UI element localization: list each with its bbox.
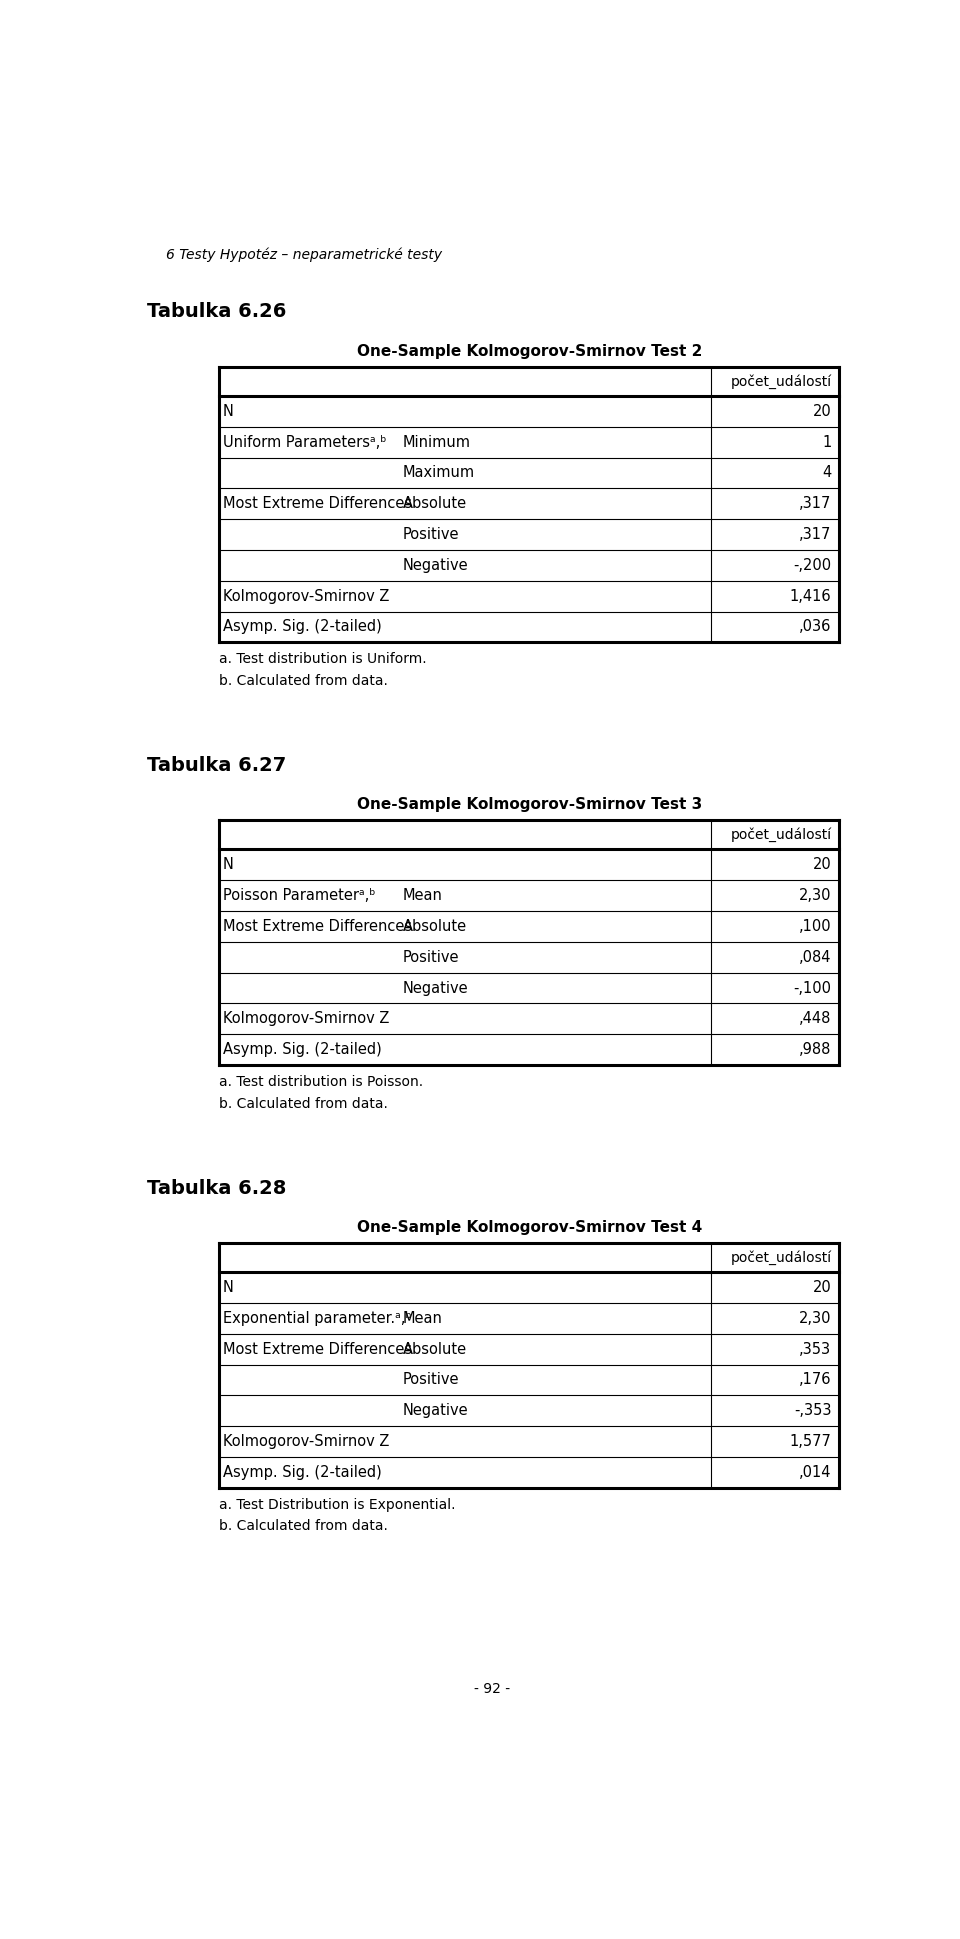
Text: -,100: -,100 bbox=[794, 981, 831, 995]
Text: 20: 20 bbox=[813, 403, 831, 419]
Text: Most Extreme Differences: Most Extreme Differences bbox=[223, 1342, 412, 1357]
Text: ,317: ,317 bbox=[799, 496, 831, 512]
Text: Negative: Negative bbox=[403, 1404, 468, 1417]
Text: ,176: ,176 bbox=[799, 1373, 831, 1388]
Text: Most Extreme Differences: Most Extreme Differences bbox=[223, 919, 412, 935]
Text: Kolmogorov-Smirnov Z: Kolmogorov-Smirnov Z bbox=[223, 589, 390, 603]
Text: Positive: Positive bbox=[403, 1373, 460, 1388]
Text: N: N bbox=[223, 857, 234, 873]
Text: Minimum: Minimum bbox=[403, 434, 470, 450]
Text: 4: 4 bbox=[822, 465, 831, 481]
Text: One-Sample Kolmogorov-Smirnov Test 3: One-Sample Kolmogorov-Smirnov Test 3 bbox=[356, 797, 702, 812]
Text: b. Calculated from data.: b. Calculated from data. bbox=[219, 1097, 388, 1111]
Text: 1,577: 1,577 bbox=[789, 1435, 831, 1448]
Text: Kolmogorov-Smirnov Z: Kolmogorov-Smirnov Z bbox=[223, 1012, 390, 1026]
Text: - 92 -: - 92 - bbox=[474, 1681, 510, 1697]
Text: 2,30: 2,30 bbox=[799, 1311, 831, 1326]
Text: One-Sample Kolmogorov-Smirnov Test 2: One-Sample Kolmogorov-Smirnov Test 2 bbox=[356, 343, 702, 359]
Text: Asymp. Sig. (2-tailed): Asymp. Sig. (2-tailed) bbox=[223, 1041, 382, 1057]
Text: Asymp. Sig. (2-tailed): Asymp. Sig. (2-tailed) bbox=[223, 619, 382, 634]
Text: Tabulka 6.28: Tabulka 6.28 bbox=[147, 1179, 286, 1198]
Text: Absolute: Absolute bbox=[403, 496, 467, 512]
Text: Absolute: Absolute bbox=[403, 919, 467, 935]
Text: Poisson Parameterᵃ,ᵇ: Poisson Parameterᵃ,ᵇ bbox=[223, 888, 375, 904]
Text: počet_událostí: počet_událostí bbox=[731, 828, 831, 842]
Text: 6 Testy Hypotéz – neparametrické testy: 6 Testy Hypotéz – neparametrické testy bbox=[166, 248, 443, 262]
Text: -,200: -,200 bbox=[793, 558, 831, 572]
Text: N: N bbox=[223, 1280, 234, 1295]
Text: Negative: Negative bbox=[403, 558, 468, 572]
Text: Positive: Positive bbox=[403, 527, 460, 543]
Text: Absolute: Absolute bbox=[403, 1342, 467, 1357]
Text: Mean: Mean bbox=[403, 1311, 443, 1326]
Text: Kolmogorov-Smirnov Z: Kolmogorov-Smirnov Z bbox=[223, 1435, 390, 1448]
Text: a. Test distribution is Poisson.: a. Test distribution is Poisson. bbox=[219, 1074, 423, 1090]
Text: počet_událostí: počet_událostí bbox=[731, 1251, 831, 1264]
Text: Maximum: Maximum bbox=[403, 465, 475, 481]
Text: Mean: Mean bbox=[403, 888, 443, 904]
Text: 1: 1 bbox=[822, 434, 831, 450]
Text: 20: 20 bbox=[813, 857, 831, 873]
Text: ,036: ,036 bbox=[799, 619, 831, 634]
Text: Uniform Parametersᵃ,ᵇ: Uniform Parametersᵃ,ᵇ bbox=[223, 434, 387, 450]
Text: Asymp. Sig. (2-tailed): Asymp. Sig. (2-tailed) bbox=[223, 1464, 382, 1479]
Text: Tabulka 6.26: Tabulka 6.26 bbox=[147, 302, 286, 322]
Text: a. Test distribution is Uniform.: a. Test distribution is Uniform. bbox=[219, 652, 427, 667]
Text: a. Test Distribution is Exponential.: a. Test Distribution is Exponential. bbox=[219, 1497, 456, 1512]
Text: b. Calculated from data.: b. Calculated from data. bbox=[219, 675, 388, 688]
Text: ,014: ,014 bbox=[799, 1464, 831, 1479]
Text: Positive: Positive bbox=[403, 950, 460, 966]
Text: One-Sample Kolmogorov-Smirnov Test 4: One-Sample Kolmogorov-Smirnov Test 4 bbox=[356, 1220, 702, 1235]
Text: Negative: Negative bbox=[403, 981, 468, 995]
Text: 2,30: 2,30 bbox=[799, 888, 831, 904]
Text: Exponential parameter.ᵃ,ᵇ: Exponential parameter.ᵃ,ᵇ bbox=[223, 1311, 412, 1326]
Text: ,084: ,084 bbox=[799, 950, 831, 966]
Text: 1,416: 1,416 bbox=[790, 589, 831, 603]
Text: 20: 20 bbox=[813, 1280, 831, 1295]
Text: Tabulka 6.27: Tabulka 6.27 bbox=[147, 756, 286, 776]
Text: ,988: ,988 bbox=[799, 1041, 831, 1057]
Text: ,317: ,317 bbox=[799, 527, 831, 543]
Text: Most Extreme Differences: Most Extreme Differences bbox=[223, 496, 412, 512]
Text: N: N bbox=[223, 403, 234, 419]
Text: ,448: ,448 bbox=[799, 1012, 831, 1026]
Text: ,353: ,353 bbox=[800, 1342, 831, 1357]
Text: b. Calculated from data.: b. Calculated from data. bbox=[219, 1520, 388, 1534]
Text: ,100: ,100 bbox=[799, 919, 831, 935]
Text: počet_událostí: počet_událostí bbox=[731, 374, 831, 388]
Text: -,353: -,353 bbox=[794, 1404, 831, 1417]
